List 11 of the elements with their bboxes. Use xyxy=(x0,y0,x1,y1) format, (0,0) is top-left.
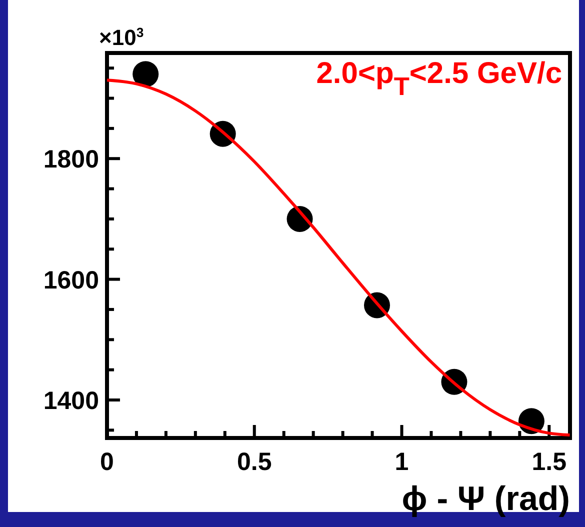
x-axis-title: ϕ - Ψ (rad) xyxy=(402,480,570,518)
x-tick-label: 0.5 xyxy=(236,448,272,476)
text: ×10$^{3}$ xyxy=(99,25,144,50)
annotation: 2.0<p$_{T}$<2.5 GeV/c xyxy=(316,57,562,101)
point xyxy=(132,61,159,88)
x-tick-label: 1.5 xyxy=(532,448,567,476)
x-tick-label: 0 xyxy=(100,448,114,476)
y-tick-label: 1600 xyxy=(43,266,99,294)
y-tick-label: 1400 xyxy=(43,386,99,415)
y-tick-label: 1800 xyxy=(43,146,99,174)
x-tick-label: 1 xyxy=(394,448,409,476)
